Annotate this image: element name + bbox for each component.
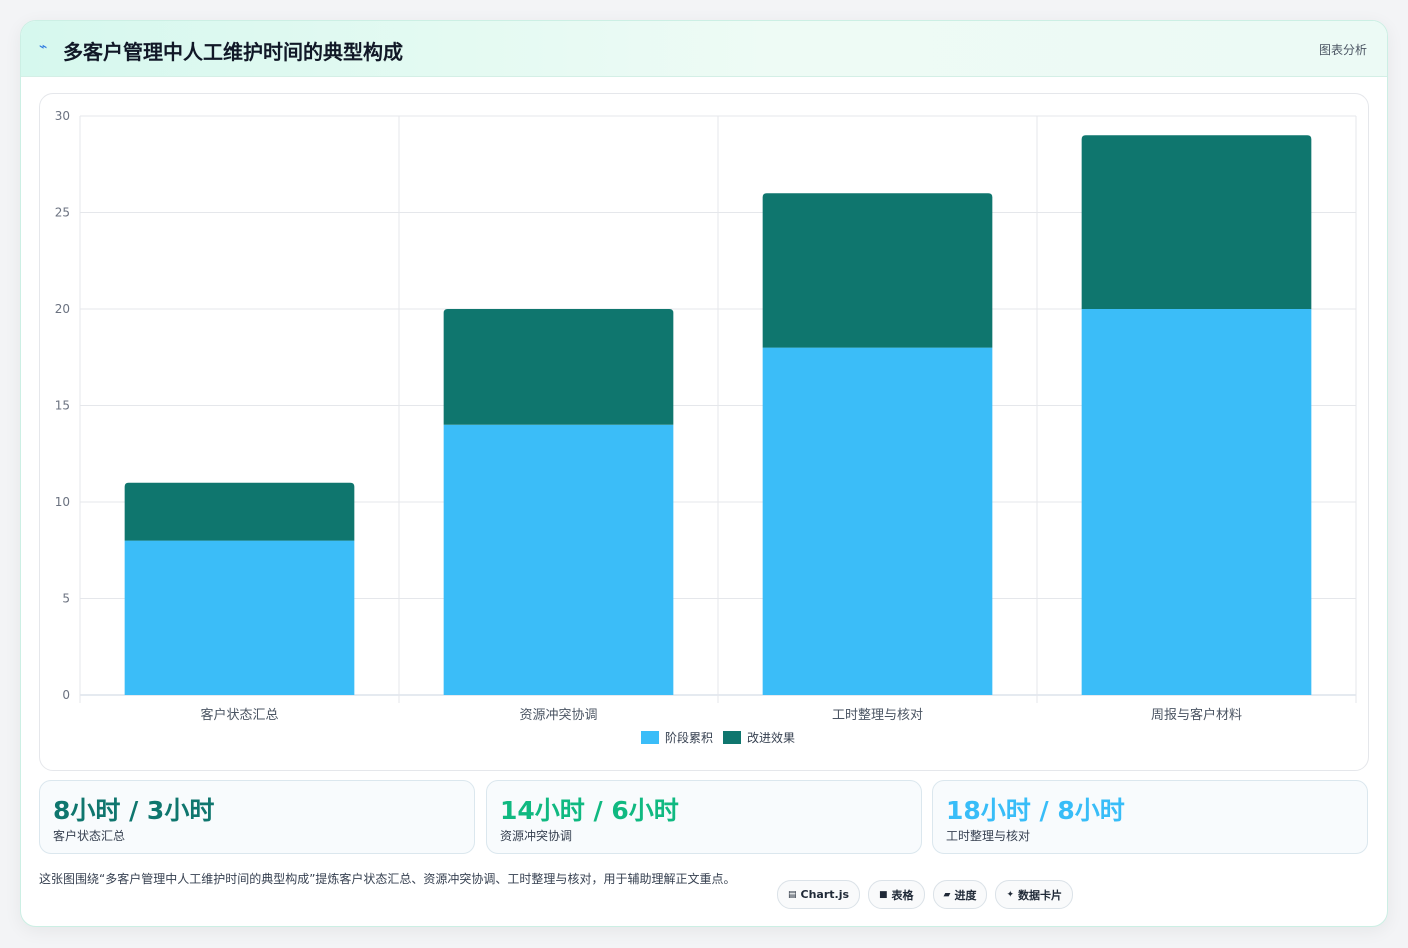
- bar-segment: [443, 309, 674, 425]
- sparkle-icon: ✦: [1006, 889, 1015, 900]
- stat-card-1: 8小时 / 3小时 客户状态汇总: [39, 780, 475, 854]
- stacked-bar-chart: 0 5 10 15 20 25 30 客户状态汇总 资源冲突协调 工时整理与核对 周报与客户材料阶段…: [55, 109, 1357, 745]
- y-tick-label: 30: [55, 109, 70, 123]
- bar-segment: [1081, 309, 1312, 695]
- tech-tags: ▤ Chart.js ■ 表格 ▰ 进度 ✦ 数据卡片: [777, 880, 1074, 909]
- y-tick-label: 15: [55, 399, 70, 413]
- x-tick-label: 客户状态汇总: [200, 707, 278, 723]
- legend-swatch: [641, 731, 659, 744]
- card-header: ⌁ 多客户管理中人工维护时间的典型构成 图表分析: [21, 21, 1387, 77]
- pill-data-card[interactable]: ✦ 数据卡片: [995, 880, 1074, 909]
- stat-value: 18小时 / 8小时: [946, 796, 1125, 825]
- bar-segment: [762, 193, 993, 348]
- pulse-icon: ⌁: [39, 39, 48, 55]
- y-tick-label: 10: [55, 495, 70, 509]
- x-tick-label: 资源冲突协调: [519, 707, 597, 723]
- legend-swatch: [723, 731, 741, 744]
- y-tick-label: 20: [55, 302, 70, 316]
- x-tick-label: 工时整理与核对: [832, 708, 923, 723]
- stat-label: 工时整理与核对: [946, 829, 1031, 843]
- chart-icon: ▤: [788, 889, 797, 900]
- y-tick-label: 0: [62, 688, 70, 702]
- stat-value: 8小时 / 3小时: [53, 796, 215, 825]
- chart-card: ⌁ 多客户管理中人工维护时间的典型构成 图表分析 0 5 10 15 20 25 30 客户状…: [20, 20, 1388, 927]
- pill-label: 数据卡片: [1018, 888, 1063, 902]
- chart-analysis-tag: 图表分析: [1318, 43, 1367, 57]
- legend-label: 阶段累积: [665, 730, 713, 745]
- bar-segment: [1081, 135, 1312, 309]
- pill-label: Chart.js: [800, 888, 850, 901]
- bar-segment: [762, 347, 993, 695]
- stat-card-2: 14小时 / 6小时 资源冲突协调: [486, 780, 922, 854]
- pill-table[interactable]: ■ 表格: [868, 880, 925, 909]
- bar-segment: [124, 540, 355, 695]
- stat-value: 14小时 / 6小时: [500, 796, 679, 825]
- bar-segment: [124, 482, 355, 541]
- y-tick-label: 25: [55, 206, 70, 220]
- page-title: 多客户管理中人工维护时间的典型构成: [63, 40, 403, 64]
- progress-icon: ▰: [943, 889, 951, 900]
- pill-progress[interactable]: ▰ 进度: [932, 880, 988, 909]
- pill-chartjs[interactable]: ▤ Chart.js: [777, 880, 861, 909]
- stat-card-3: 18小时 / 8小时 工时整理与核对: [932, 780, 1368, 854]
- chart-description: 这张图围绕“多客户管理中人工维护时间的典型构成”提炼客户状态汇总、资源冲突协调、…: [39, 872, 736, 886]
- pill-label: 表格: [891, 888, 914, 902]
- legend-label: 改进效果: [747, 730, 795, 745]
- stat-label: 资源冲突协调: [500, 829, 573, 843]
- chart-panel: 0 5 10 15 20 25 30 客户状态汇总 资源冲突协调 工时整理与核对 周报与客户材料阶段…: [39, 93, 1369, 771]
- bar-segment: [443, 424, 674, 695]
- stat-label: 客户状态汇总: [53, 829, 126, 843]
- table-icon: ■: [879, 889, 888, 900]
- pill-label: 进度: [954, 888, 977, 902]
- x-tick-label: 周报与客户材料: [1151, 707, 1242, 723]
- y-tick-label: 5: [62, 592, 70, 606]
